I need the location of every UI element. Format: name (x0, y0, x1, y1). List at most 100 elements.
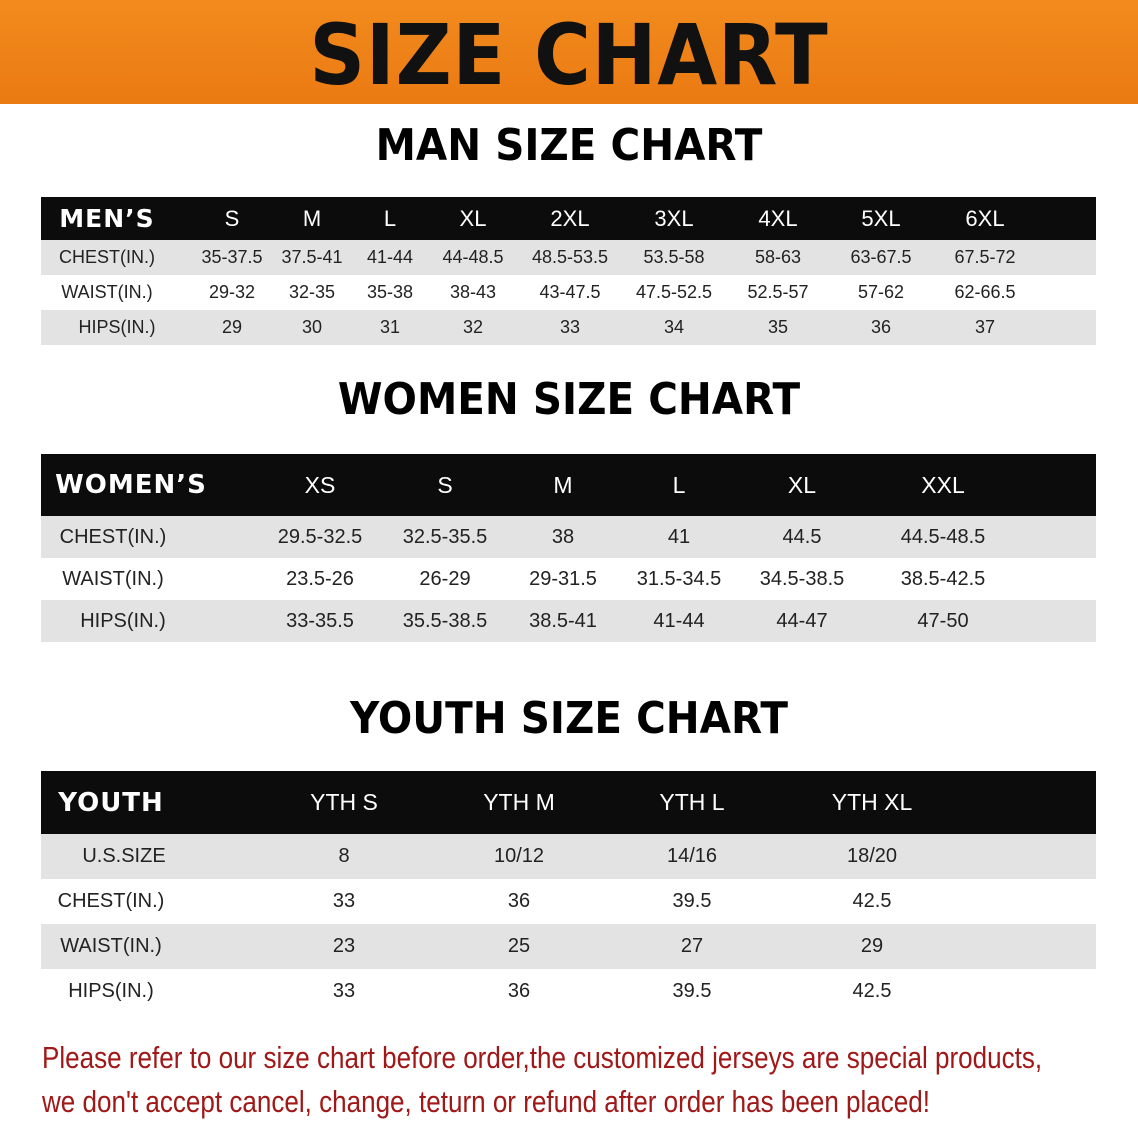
size-column-header: L (672, 471, 686, 498)
measurement-value: 38.5-42.5 (900, 567, 986, 590)
size-column-header: S (437, 471, 453, 498)
measurement-value: 26-29 (419, 567, 471, 590)
measurement-value: 62-66.5 (954, 282, 1016, 302)
measurement-value: 29-32 (208, 282, 256, 302)
youth-table-row: CHEST(IN.) 33 36 39.5 42.5 (41, 879, 1096, 924)
measurement-value: 10/12 (493, 845, 545, 867)
measurement-value: 32 (462, 317, 484, 337)
measurement-value: 41-44 (366, 247, 414, 267)
size-column-header: 4XL (758, 205, 798, 231)
youth-header-row: YOUTH YTH S YTH M YTH L YTH XL (41, 771, 1096, 834)
women-table-row: CHEST(IN.) 29.5-32.5 32.5-35.5 38 41 44.5 44.5… (41, 516, 1096, 558)
measurement-value: 42.5 (852, 980, 892, 1002)
measurement-value: 33-35.5 (286, 609, 354, 632)
measurement-value: 35-37.5 (201, 247, 263, 267)
measurement-value: 35-38 (366, 282, 414, 302)
women-header-row: WOMEN’S XS S M L XL XXL (41, 454, 1096, 516)
measurement-value: 44-47 (776, 609, 828, 632)
measurement-value: 27 (680, 935, 704, 957)
measurement-value: 38.5-41 (529, 609, 597, 632)
measurement-value: 36 (507, 980, 531, 1002)
measurement-value: 29-31.5 (529, 567, 597, 590)
size-column-header: 2XL (550, 205, 590, 231)
size-column-header: S (224, 205, 240, 231)
size-column-header: 5XL (861, 205, 901, 231)
measurement-value: 29.5-32.5 (277, 525, 363, 548)
measurement-value: 38-43 (449, 282, 497, 302)
measurement-value: 47-50 (917, 609, 969, 632)
measurement-value: 39.5 (672, 980, 712, 1002)
youth-table-row: HIPS(IN.) 33 36 39.5 42.5 (41, 969, 1096, 1014)
measurement-value: 33 (332, 980, 356, 1002)
measurement-value: 43-47.5 (539, 282, 601, 302)
measurement-value: 14/16 (666, 845, 718, 867)
size-column-header: M (302, 205, 322, 231)
measurement-value: 23.5-26 (286, 567, 354, 590)
table-label-header: MEN’S (59, 204, 155, 233)
measurement-value: 52.5-57 (747, 282, 809, 302)
measurement-label: U.S.SIZE (82, 845, 166, 867)
measurement-value: 53.5-58 (643, 247, 705, 267)
measurement-value: 44.5 (782, 525, 822, 548)
size-chart-banner: SIZE CHART (0, 0, 1138, 104)
order-notice: Please refer to our size chart before or… (42, 1036, 1042, 1124)
measurement-value: 32-35 (288, 282, 336, 302)
measurement-value: 44.5-48.5 (900, 525, 986, 548)
measurement-value: 36 (507, 890, 531, 912)
youth-table-row: U.S.SIZE 8 10/12 14/16 18/20 (41, 834, 1096, 879)
measurement-value: 18/20 (846, 845, 898, 867)
measurement-label: HIPS(IN.) (80, 609, 166, 632)
measurement-value: 29 (221, 317, 243, 337)
size-column-header: L (383, 205, 397, 231)
measurement-value: 35.5-38.5 (402, 609, 488, 632)
measurement-value: 25 (507, 935, 531, 957)
measurement-value: 38 (551, 525, 575, 548)
measurement-label: WAIST(IN.) (62, 567, 164, 590)
measurement-value: 36 (870, 317, 892, 337)
measurement-label: WAIST(IN.) (61, 282, 153, 302)
measurement-value: 33 (332, 890, 356, 912)
size-column-header: XL (459, 205, 487, 231)
measurement-label: HIPS(IN.) (78, 317, 156, 337)
size-column-header: XS (304, 471, 336, 498)
youth-table-row: WAIST(IN.) 23 25 27 29 (41, 924, 1096, 969)
size-column-header: M (553, 471, 573, 498)
men-table-row: CHEST(IN.) 35-37.5 37.5-41 41-44 44-48.5 48.5… (41, 240, 1096, 275)
measurement-value: 31.5-34.5 (636, 567, 722, 590)
measurement-value: 44-48.5 (442, 247, 504, 267)
size-column-header: XL (787, 471, 817, 498)
measurement-value: 39.5 (672, 890, 712, 912)
measurement-label: CHEST(IN.) (59, 247, 155, 267)
size-column-header: YTH S (310, 789, 378, 815)
men-header-row: MEN’S S M L XL 2XL 3XL 4XL 5XL 6XL (41, 197, 1096, 240)
banner-title: SIZE CHART (309, 6, 829, 104)
measurement-value: 34.5-38.5 (759, 567, 845, 590)
measurement-value: 57-62 (857, 282, 905, 302)
women-table-row: HIPS(IN.) 33-35.5 35.5-38.5 38.5-41 41-44 44-… (41, 600, 1096, 642)
measurement-value: 32.5-35.5 (402, 525, 488, 548)
men-size-table: MEN’S S M L XL 2XL 3XL 4XL 5XL 6XL CHEST(IN.) 35-37… (41, 197, 1096, 345)
measurement-value: 48.5-53.5 (531, 247, 609, 267)
size-column-header: YTH XL (831, 789, 913, 815)
youth-section-title: YOUTH SIZE CHART (350, 693, 788, 744)
measurement-label: HIPS(IN.) (68, 980, 154, 1002)
women-section-title: WOMEN SIZE CHART (337, 374, 801, 425)
women-size-table: WOMEN’S XS S M L XL XXL CHEST(IN.) 29.5-32.5 32.5… (41, 454, 1096, 642)
measurement-value: 29 (860, 935, 884, 957)
measurement-label: CHEST(IN.) (57, 890, 165, 912)
measurement-value: 23 (332, 935, 356, 957)
size-column-header: 6XL (965, 205, 1005, 231)
table-label-header: WOMEN’S (55, 470, 207, 500)
order-notice-line-2: we don't accept cancel, change, teturn o… (42, 1084, 931, 1119)
measurement-value: 34 (663, 317, 685, 337)
measurement-label: WAIST(IN.) (60, 935, 162, 957)
measurement-value: 35 (767, 317, 789, 337)
measurement-value: 37.5-41 (281, 247, 343, 267)
measurement-value: 8 (338, 845, 350, 867)
measurement-value: 42.5 (852, 890, 892, 912)
men-table-row: HIPS(IN.) 29 30 31 32 33 34 35 36 37 (41, 310, 1096, 345)
measurement-value: 41 (667, 525, 691, 548)
measurement-value: 63-67.5 (850, 247, 912, 267)
measurement-value: 47.5-52.5 (635, 282, 713, 302)
table-label-header: YOUTH (58, 787, 164, 818)
